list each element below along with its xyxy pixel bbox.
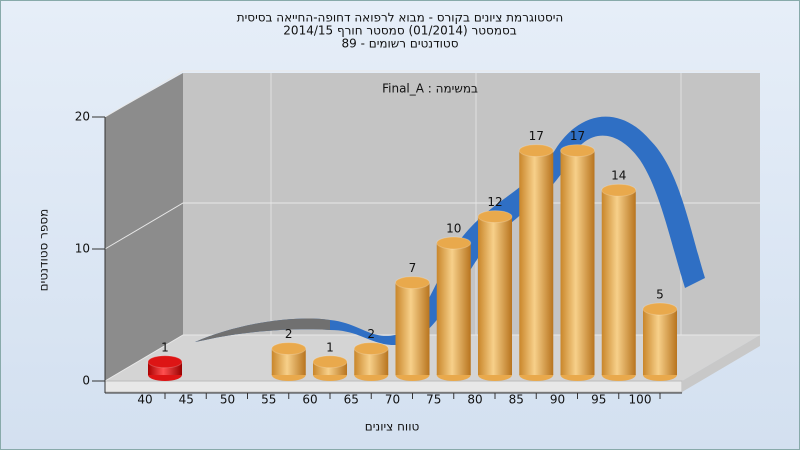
bar-group: [642, 302, 678, 381]
bar: [601, 190, 636, 375]
grid-line: [104, 70, 760, 118]
bar-top: [147, 355, 183, 369]
value-label: 1: [161, 340, 169, 354]
x-tick-label: 85: [509, 393, 524, 407]
bar: [519, 150, 554, 375]
bar-group: [271, 342, 307, 381]
y-tick-label: 20: [75, 110, 90, 124]
x-tick-label: 100: [629, 393, 652, 407]
bar-group: [436, 236, 472, 381]
bar: [395, 282, 430, 375]
bar-group: [353, 342, 389, 381]
value-label: 2: [367, 327, 375, 341]
bar-top: [560, 144, 595, 158]
bar-group: [601, 183, 637, 381]
x-tick-label: 70: [385, 393, 400, 407]
x-tick-label: 65: [344, 393, 359, 407]
annotation: Final_A : במשימה: [382, 82, 478, 96]
x-tick-label: 95: [591, 393, 606, 407]
fit-curve-shadow: [195, 318, 330, 342]
y-axis-label: מספר סטודנטים: [37, 209, 51, 292]
value-label: 14: [611, 169, 626, 183]
bar-top: [642, 302, 678, 316]
bar-group: [312, 355, 348, 381]
value-label: 17: [529, 129, 544, 143]
x-tick-label: 55: [261, 393, 276, 407]
value-label: 1: [326, 340, 334, 354]
chart-title: היסטוגרמת ציונים בקורס - מבוא לרפואה דחו…: [237, 11, 564, 25]
value-label: 17: [570, 129, 585, 143]
x-tick-label: 50: [220, 393, 235, 407]
bar-top: [353, 342, 389, 356]
value-label: 2: [285, 327, 293, 341]
chart-subtitle: סטודנטים רשומים - 89: [341, 37, 458, 51]
value-label: 10: [446, 222, 461, 236]
bar-group: [518, 144, 554, 381]
bar: [478, 216, 512, 375]
value-label: 12: [487, 195, 502, 209]
y-tick-label: 10: [75, 242, 90, 256]
floor-edge: [104, 380, 683, 393]
bar-group: [395, 276, 430, 381]
bar-group: [560, 144, 595, 381]
bar-group: [477, 210, 513, 381]
x-tick-label: 60: [302, 393, 317, 407]
value-label: 7: [409, 261, 417, 275]
bar-top: [477, 210, 513, 224]
bar-top: [601, 183, 637, 197]
x-axis-label: טווח ציונים: [365, 420, 420, 434]
bar-group: [147, 355, 183, 381]
floor: [105, 335, 760, 381]
x-tick-label: 40: [137, 393, 152, 407]
bar-top: [436, 236, 472, 250]
bar-top: [395, 276, 430, 290]
bar: [436, 243, 471, 375]
x-tick-label: 80: [467, 393, 482, 407]
value-label: 5: [656, 288, 664, 302]
bar-top: [312, 355, 348, 369]
y-tick-label: 0: [82, 374, 90, 388]
chart-subtitle: בסמסטר (01/2014) סמסטר חורף 2014/15: [283, 24, 516, 38]
bar-top: [271, 342, 307, 356]
x-tick-label: 75: [426, 393, 441, 407]
floor-side: [682, 335, 760, 392]
bar-top: [518, 144, 554, 158]
x-tick-label: 45: [179, 393, 194, 407]
bar: [560, 150, 595, 375]
bar: [643, 309, 677, 375]
left-wall: [105, 73, 183, 381]
x-tick-label: 90: [550, 393, 565, 407]
